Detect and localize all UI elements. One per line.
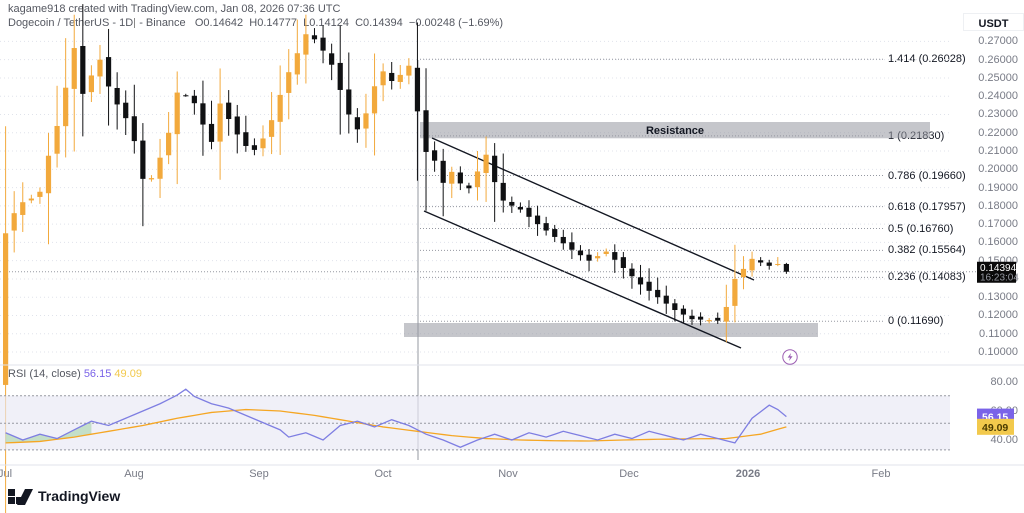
svg-text:49.09: 49.09 xyxy=(982,422,1008,434)
svg-text:16:23:04: 16:23:04 xyxy=(980,272,1019,283)
svg-text:Resistance: Resistance xyxy=(646,125,704,137)
svg-text:TradingView: TradingView xyxy=(38,489,120,504)
